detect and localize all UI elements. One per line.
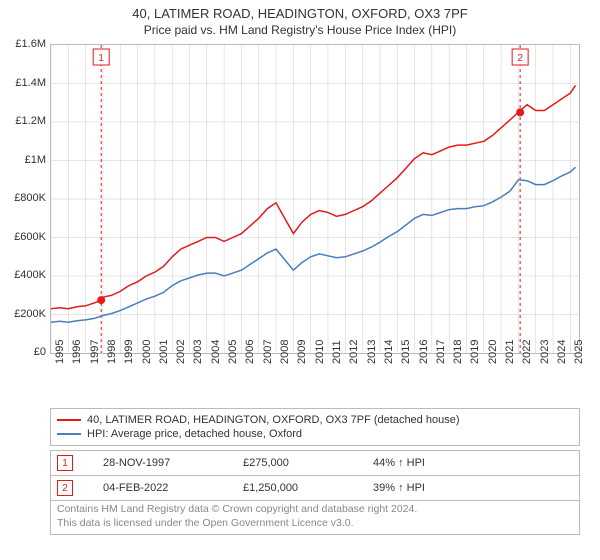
y-tick-label: £0 — [0, 346, 46, 358]
y-tick-label: £800K — [0, 192, 46, 204]
y-tick-label: £1.6M — [0, 38, 46, 50]
y-tick-label: £600K — [0, 231, 46, 243]
y-tick-label: £200K — [0, 308, 46, 320]
footer-line-2: This data is licensed under the Open Gov… — [57, 516, 573, 530]
svg-text:2: 2 — [517, 53, 523, 64]
plot-svg: 12 — [51, 45, 579, 353]
footer-line-1: Contains HM Land Registry data © Crown c… — [57, 502, 573, 516]
chart-subtitle: Price paid vs. HM Land Registry's House … — [0, 21, 600, 41]
chart-container: 40, LATIMER ROAD, HEADINGTON, OXFORD, OX… — [0, 0, 600, 560]
y-tick-label: £1.2M — [0, 115, 46, 127]
marker-date: 04-FEB-2022 — [103, 482, 213, 494]
legend-row: 40, LATIMER ROAD, HEADINGTON, OXFORD, OX… — [57, 413, 573, 427]
svg-text:1: 1 — [98, 53, 104, 64]
markers-table: 1 28-NOV-1997 £275,000 44% ↑ HPI 2 04-FEB-202… — [50, 450, 580, 501]
legend-swatch — [57, 433, 81, 435]
marker-price: £1,250,000 — [243, 482, 343, 494]
chart-title: 40, LATIMER ROAD, HEADINGTON, OXFORD, OX… — [0, 0, 600, 21]
plot-area: 12 — [50, 44, 580, 354]
legend-row: HPI: Average price, detached house, Oxfo… — [57, 427, 573, 441]
chart-area: 12 £0£200K£400K£600K£800K£1M£1.2M£1.4M£1… — [0, 44, 600, 394]
legend: 40, LATIMER ROAD, HEADINGTON, OXFORD, OX… — [50, 408, 580, 446]
legend-label: 40, LATIMER ROAD, HEADINGTON, OXFORD, OX… — [87, 414, 460, 426]
y-tick-label: £1.4M — [0, 77, 46, 89]
marker-date: 28-NOV-1997 — [103, 457, 213, 469]
legend-label: HPI: Average price, detached house, Oxfo… — [87, 428, 302, 440]
legend-swatch — [57, 419, 81, 421]
footer-attribution: Contains HM Land Registry data © Crown c… — [50, 498, 580, 535]
marker-price: £275,000 — [243, 457, 343, 469]
marker-index-box: 1 — [57, 455, 73, 471]
y-tick-label: £1M — [0, 154, 46, 166]
marker-delta: 39% ↑ HPI — [373, 482, 425, 494]
marker-index-box: 2 — [57, 480, 73, 496]
marker-delta: 44% ↑ HPI — [373, 457, 425, 469]
y-tick-label: £400K — [0, 269, 46, 281]
marker-row: 1 28-NOV-1997 £275,000 44% ↑ HPI — [50, 450, 580, 476]
x-tick-label: 2025 — [573, 340, 600, 364]
